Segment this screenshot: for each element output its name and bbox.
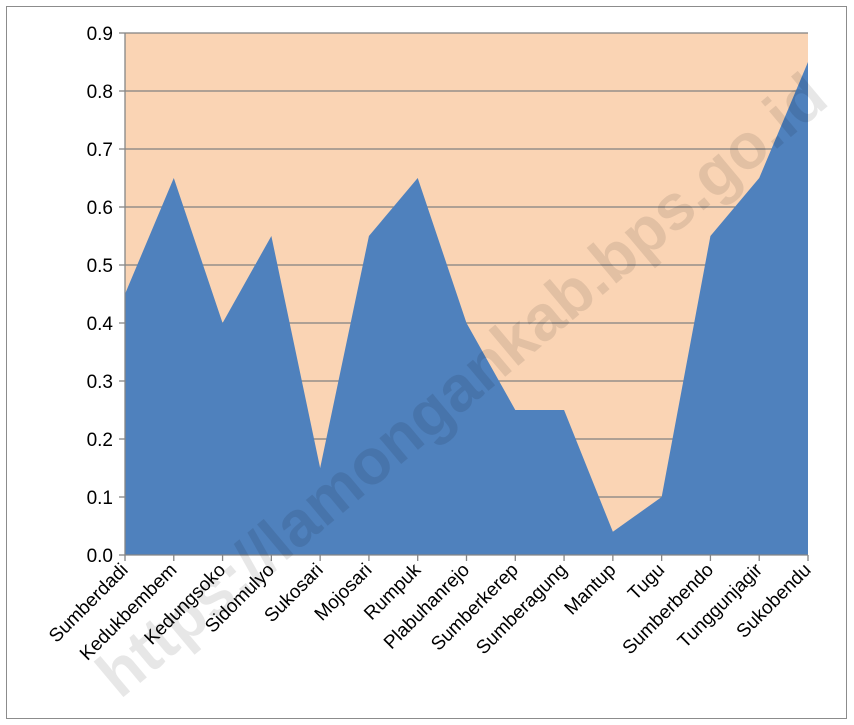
- y-tick-label: 0.3: [87, 372, 113, 393]
- data-area-series: [125, 62, 808, 555]
- y-tick-label: 0.7: [87, 140, 113, 161]
- y-tick-label: 0.5: [87, 256, 113, 277]
- y-tick-label: 0.6: [87, 198, 113, 219]
- x-category-label: Tugu: [624, 560, 669, 605]
- y-tick-label: 0.8: [87, 82, 113, 103]
- y-tick-label: 0.2: [87, 430, 113, 451]
- x-category-label: Mantup: [561, 560, 621, 620]
- y-axis-tick-labels: 0.0 0.1 0.2 0.3 0.4 0.5 0.6 0.7 0.8 0.9: [87, 24, 114, 567]
- y-tick-label: 0.1: [87, 488, 113, 509]
- y-tick-label: 0.0: [87, 546, 113, 567]
- axes: [119, 32, 809, 561]
- y-tick-label: 0.9: [87, 24, 113, 45]
- y-tick-label: 0.4: [87, 314, 114, 335]
